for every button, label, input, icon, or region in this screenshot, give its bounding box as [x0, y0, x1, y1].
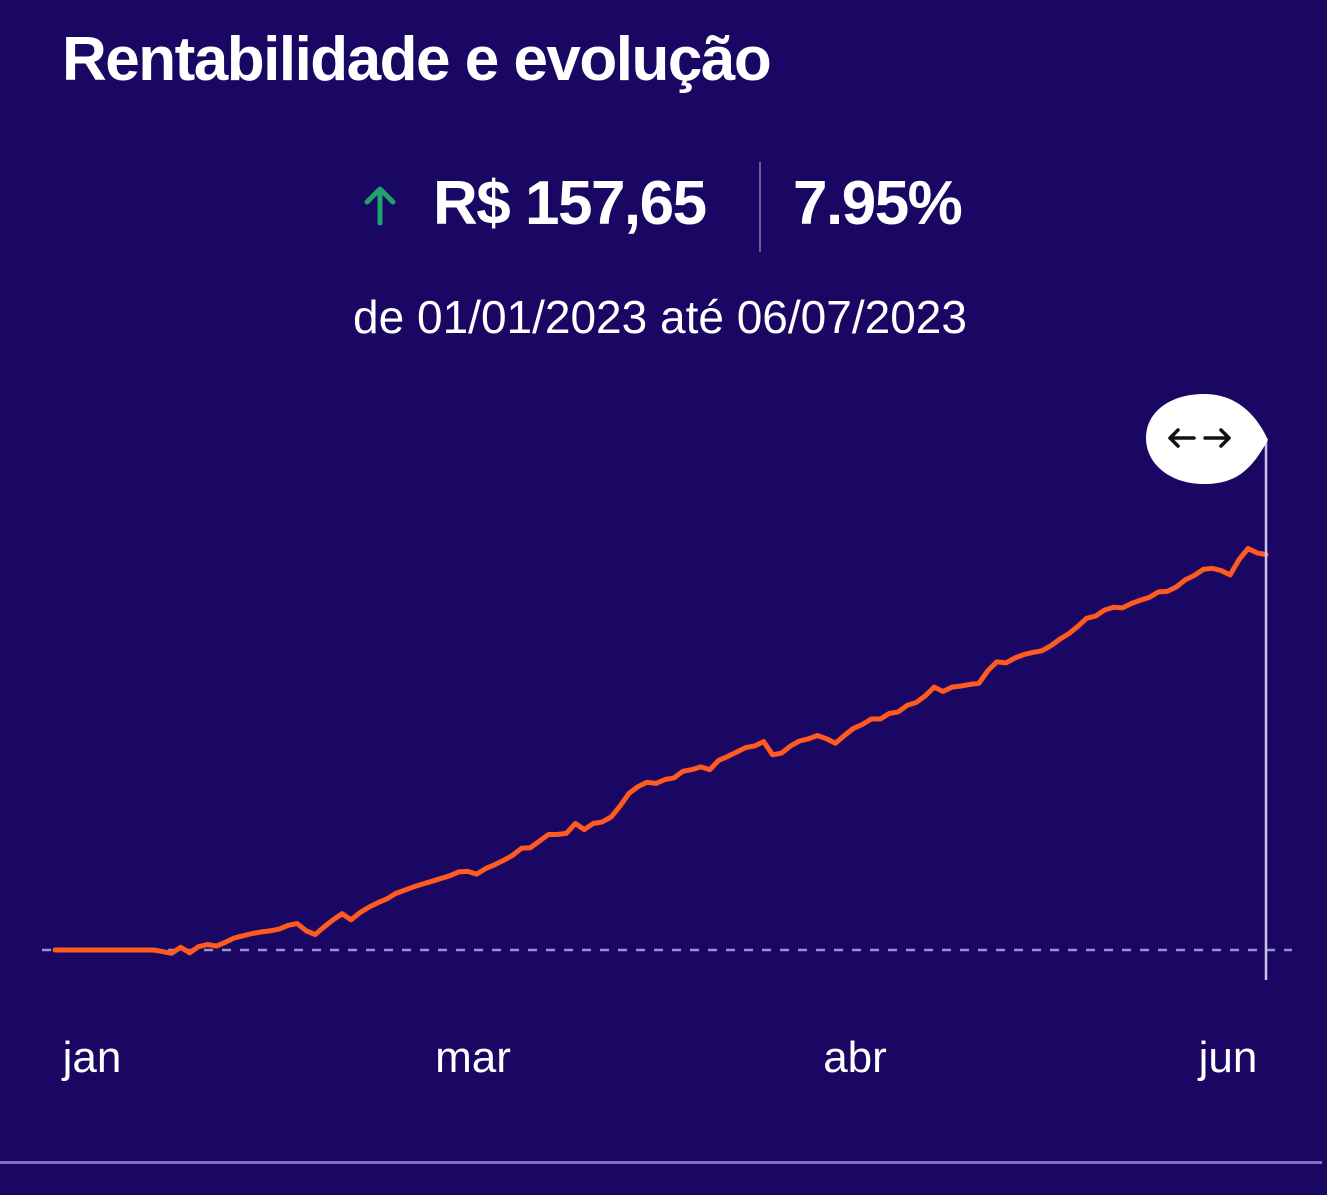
summary-divider: [759, 162, 761, 252]
date-range: de 01/01/2023 até 06/07/2023: [353, 291, 967, 343]
series-layer: [52, 546, 1269, 956]
page-title: Rentabilidade e evolução: [62, 25, 772, 94]
left-right-arrows-icon: [1168, 428, 1231, 448]
return-line-chart: jan mar abr jun: [42, 394, 1292, 1082]
return-summary: R$ 157,65 7.95%: [0, 158, 1327, 258]
x-tick-label: mar: [435, 1033, 511, 1082]
arrow-up-icon: [364, 186, 396, 226]
scrub-handle[interactable]: [1146, 394, 1268, 980]
x-tick-label: jun: [1197, 1033, 1258, 1082]
return-percent: 7.95%: [793, 169, 963, 238]
x-tick-label: jan: [61, 1033, 122, 1082]
x-tick-label: abr: [823, 1033, 887, 1082]
return-series-line: [52, 546, 1269, 956]
return-amount: R$ 157,65: [433, 169, 707, 238]
x-axis: jan mar abr jun: [61, 1033, 1258, 1082]
bottom-divider: [0, 1161, 1322, 1164]
